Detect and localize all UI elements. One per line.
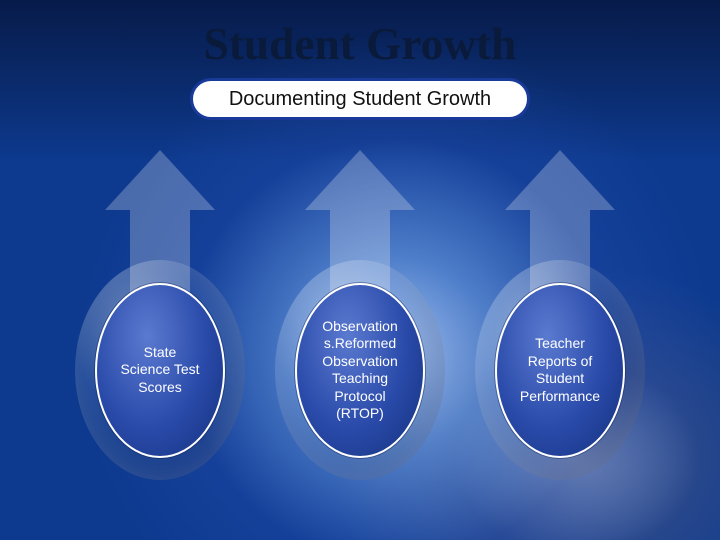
- node-2-outer: Observations.ReformedObservationTeaching…: [275, 260, 445, 480]
- node-3-label: TeacherReports ofStudentPerformance: [520, 335, 600, 405]
- subtitle-pill: Documenting Student Growth: [190, 78, 530, 120]
- arrow-3-head: [505, 150, 615, 210]
- arrow-1-head: [105, 150, 215, 210]
- node-1-outer: StateScience TestScores: [75, 260, 245, 480]
- node-3-inner: TeacherReports ofStudentPerformance: [495, 283, 625, 458]
- arrow-2-head: [305, 150, 415, 210]
- node-1-label: StateScience TestScores: [120, 344, 199, 397]
- subtitle-text: Documenting Student Growth: [229, 88, 491, 111]
- node-3-outer: TeacherReports ofStudentPerformance: [475, 260, 645, 480]
- page-title: Student Growth: [0, 18, 720, 70]
- node-2-inner: Observations.ReformedObservationTeaching…: [295, 283, 425, 458]
- node-2-label: Observations.ReformedObservationTeaching…: [322, 318, 397, 423]
- node-1-inner: StateScience TestScores: [95, 283, 225, 458]
